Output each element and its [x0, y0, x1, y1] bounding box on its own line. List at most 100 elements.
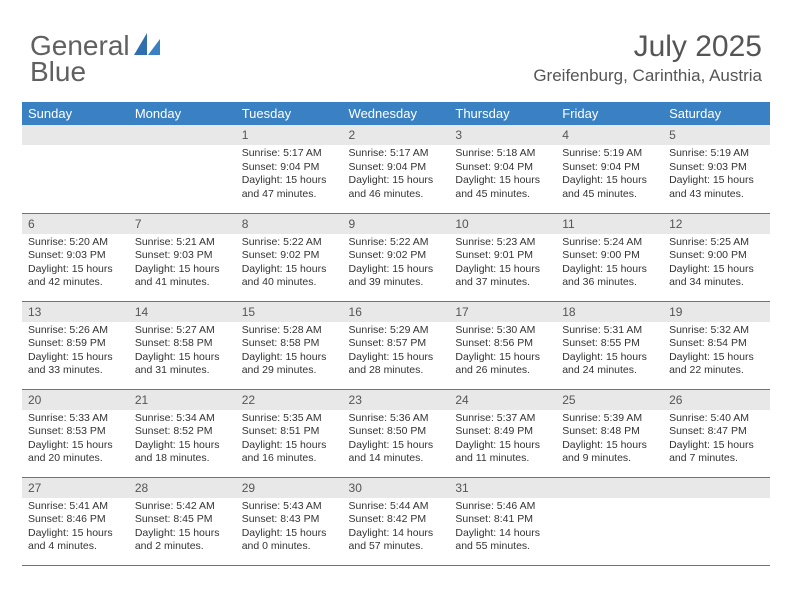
- logo-sail-icon: [134, 30, 160, 62]
- calendar-cell: 27Sunrise: 5:41 AMSunset: 8:46 PMDayligh…: [22, 477, 129, 565]
- day-number: 17: [449, 302, 556, 322]
- calendar-cell: 28Sunrise: 5:42 AMSunset: 8:45 PMDayligh…: [129, 477, 236, 565]
- day-content: Sunrise: 5:19 AMSunset: 9:04 PMDaylight:…: [556, 145, 663, 206]
- day-number: 13: [22, 302, 129, 322]
- calendar-cell: 20Sunrise: 5:33 AMSunset: 8:53 PMDayligh…: [22, 389, 129, 477]
- day-number: 6: [22, 214, 129, 234]
- day-number: [22, 125, 129, 145]
- day-content: Sunrise: 5:39 AMSunset: 8:48 PMDaylight:…: [556, 410, 663, 471]
- calendar-body: 1Sunrise: 5:17 AMSunset: 9:04 PMDaylight…: [22, 125, 770, 565]
- day-number: 30: [343, 478, 450, 498]
- day-content: Sunrise: 5:32 AMSunset: 8:54 PMDaylight:…: [663, 322, 770, 383]
- day-content: Sunrise: 5:21 AMSunset: 9:03 PMDaylight:…: [129, 234, 236, 295]
- day-number: 24: [449, 390, 556, 410]
- calendar-cell: 9Sunrise: 5:22 AMSunset: 9:02 PMDaylight…: [343, 213, 450, 301]
- day-content: Sunrise: 5:44 AMSunset: 8:42 PMDaylight:…: [343, 498, 450, 559]
- day-content: Sunrise: 5:41 AMSunset: 8:46 PMDaylight:…: [22, 498, 129, 559]
- day-number: 18: [556, 302, 663, 322]
- calendar-cell: 12Sunrise: 5:25 AMSunset: 9:00 PMDayligh…: [663, 213, 770, 301]
- calendar-table: Sunday Monday Tuesday Wednesday Thursday…: [22, 102, 770, 566]
- day-content: Sunrise: 5:36 AMSunset: 8:50 PMDaylight:…: [343, 410, 450, 471]
- day-content: Sunrise: 5:25 AMSunset: 9:00 PMDaylight:…: [663, 234, 770, 295]
- day-number: 25: [556, 390, 663, 410]
- day-content: Sunrise: 5:31 AMSunset: 8:55 PMDaylight:…: [556, 322, 663, 383]
- day-number: 28: [129, 478, 236, 498]
- calendar-cell: [129, 125, 236, 213]
- day-content: Sunrise: 5:17 AMSunset: 9:04 PMDaylight:…: [343, 145, 450, 206]
- day-content: Sunrise: 5:34 AMSunset: 8:52 PMDaylight:…: [129, 410, 236, 471]
- day-number: 8: [236, 214, 343, 234]
- day-number: 21: [129, 390, 236, 410]
- calendar-cell: 16Sunrise: 5:29 AMSunset: 8:57 PMDayligh…: [343, 301, 450, 389]
- day-content: Sunrise: 5:35 AMSunset: 8:51 PMDaylight:…: [236, 410, 343, 471]
- calendar-cell: 10Sunrise: 5:23 AMSunset: 9:01 PMDayligh…: [449, 213, 556, 301]
- day-number: 2: [343, 125, 450, 145]
- day-number: 3: [449, 125, 556, 145]
- calendar-cell: 24Sunrise: 5:37 AMSunset: 8:49 PMDayligh…: [449, 389, 556, 477]
- day-content: Sunrise: 5:40 AMSunset: 8:47 PMDaylight:…: [663, 410, 770, 471]
- calendar-cell: 3Sunrise: 5:18 AMSunset: 9:04 PMDaylight…: [449, 125, 556, 213]
- day-number: 26: [663, 390, 770, 410]
- day-content: [663, 498, 770, 504]
- day-number: 16: [343, 302, 450, 322]
- day-number: 29: [236, 478, 343, 498]
- calendar-cell: 23Sunrise: 5:36 AMSunset: 8:50 PMDayligh…: [343, 389, 450, 477]
- day-content: [556, 498, 663, 504]
- weekday-header: Tuesday: [236, 102, 343, 125]
- calendar-cell: [663, 477, 770, 565]
- calendar-cell: 8Sunrise: 5:22 AMSunset: 9:02 PMDaylight…: [236, 213, 343, 301]
- calendar-cell: 7Sunrise: 5:21 AMSunset: 9:03 PMDaylight…: [129, 213, 236, 301]
- day-number: 11: [556, 214, 663, 234]
- day-number: 10: [449, 214, 556, 234]
- day-number: 9: [343, 214, 450, 234]
- calendar-cell: 21Sunrise: 5:34 AMSunset: 8:52 PMDayligh…: [129, 389, 236, 477]
- calendar-cell: 5Sunrise: 5:19 AMSunset: 9:03 PMDaylight…: [663, 125, 770, 213]
- day-content: Sunrise: 5:20 AMSunset: 9:03 PMDaylight:…: [22, 234, 129, 295]
- weekday-header: Monday: [129, 102, 236, 125]
- day-number: 19: [663, 302, 770, 322]
- day-content: Sunrise: 5:26 AMSunset: 8:59 PMDaylight:…: [22, 322, 129, 383]
- day-content: Sunrise: 5:37 AMSunset: 8:49 PMDaylight:…: [449, 410, 556, 471]
- day-content: Sunrise: 5:29 AMSunset: 8:57 PMDaylight:…: [343, 322, 450, 383]
- day-content: [129, 145, 236, 151]
- calendar-row: 27Sunrise: 5:41 AMSunset: 8:46 PMDayligh…: [22, 477, 770, 565]
- page-header: GeneralBlue July 2025 Greifenburg, Carin…: [0, 0, 792, 96]
- day-content: Sunrise: 5:23 AMSunset: 9:01 PMDaylight:…: [449, 234, 556, 295]
- day-content: Sunrise: 5:28 AMSunset: 8:58 PMDaylight:…: [236, 322, 343, 383]
- day-number: 4: [556, 125, 663, 145]
- day-number: [556, 478, 663, 498]
- calendar-cell: 15Sunrise: 5:28 AMSunset: 8:58 PMDayligh…: [236, 301, 343, 389]
- weekday-header: Saturday: [663, 102, 770, 125]
- calendar-cell: 31Sunrise: 5:46 AMSunset: 8:41 PMDayligh…: [449, 477, 556, 565]
- calendar-cell: [22, 125, 129, 213]
- calendar-cell: 14Sunrise: 5:27 AMSunset: 8:58 PMDayligh…: [129, 301, 236, 389]
- day-number: 7: [129, 214, 236, 234]
- day-number: 22: [236, 390, 343, 410]
- day-content: Sunrise: 5:42 AMSunset: 8:45 PMDaylight:…: [129, 498, 236, 559]
- day-number: 5: [663, 125, 770, 145]
- calendar-cell: 25Sunrise: 5:39 AMSunset: 8:48 PMDayligh…: [556, 389, 663, 477]
- calendar-cell: 26Sunrise: 5:40 AMSunset: 8:47 PMDayligh…: [663, 389, 770, 477]
- calendar-cell: 19Sunrise: 5:32 AMSunset: 8:54 PMDayligh…: [663, 301, 770, 389]
- day-number: [129, 125, 236, 145]
- month-title: July 2025: [533, 30, 762, 64]
- location: Greifenburg, Carinthia, Austria: [533, 66, 762, 86]
- day-content: Sunrise: 5:19 AMSunset: 9:03 PMDaylight:…: [663, 145, 770, 206]
- day-content: Sunrise: 5:30 AMSunset: 8:56 PMDaylight:…: [449, 322, 556, 383]
- day-content: Sunrise: 5:27 AMSunset: 8:58 PMDaylight:…: [129, 322, 236, 383]
- calendar-cell: 30Sunrise: 5:44 AMSunset: 8:42 PMDayligh…: [343, 477, 450, 565]
- weekday-header: Thursday: [449, 102, 556, 125]
- calendar-cell: 29Sunrise: 5:43 AMSunset: 8:43 PMDayligh…: [236, 477, 343, 565]
- day-content: Sunrise: 5:33 AMSunset: 8:53 PMDaylight:…: [22, 410, 129, 471]
- day-content: Sunrise: 5:22 AMSunset: 9:02 PMDaylight:…: [236, 234, 343, 295]
- calendar-cell: 4Sunrise: 5:19 AMSunset: 9:04 PMDaylight…: [556, 125, 663, 213]
- calendar-cell: 22Sunrise: 5:35 AMSunset: 8:51 PMDayligh…: [236, 389, 343, 477]
- day-content: [22, 145, 129, 151]
- day-number: 31: [449, 478, 556, 498]
- calendar-row: 13Sunrise: 5:26 AMSunset: 8:59 PMDayligh…: [22, 301, 770, 389]
- title-block: July 2025 Greifenburg, Carinthia, Austri…: [533, 30, 762, 86]
- weekday-header: Friday: [556, 102, 663, 125]
- day-number: 23: [343, 390, 450, 410]
- day-content: Sunrise: 5:22 AMSunset: 9:02 PMDaylight:…: [343, 234, 450, 295]
- day-number: 1: [236, 125, 343, 145]
